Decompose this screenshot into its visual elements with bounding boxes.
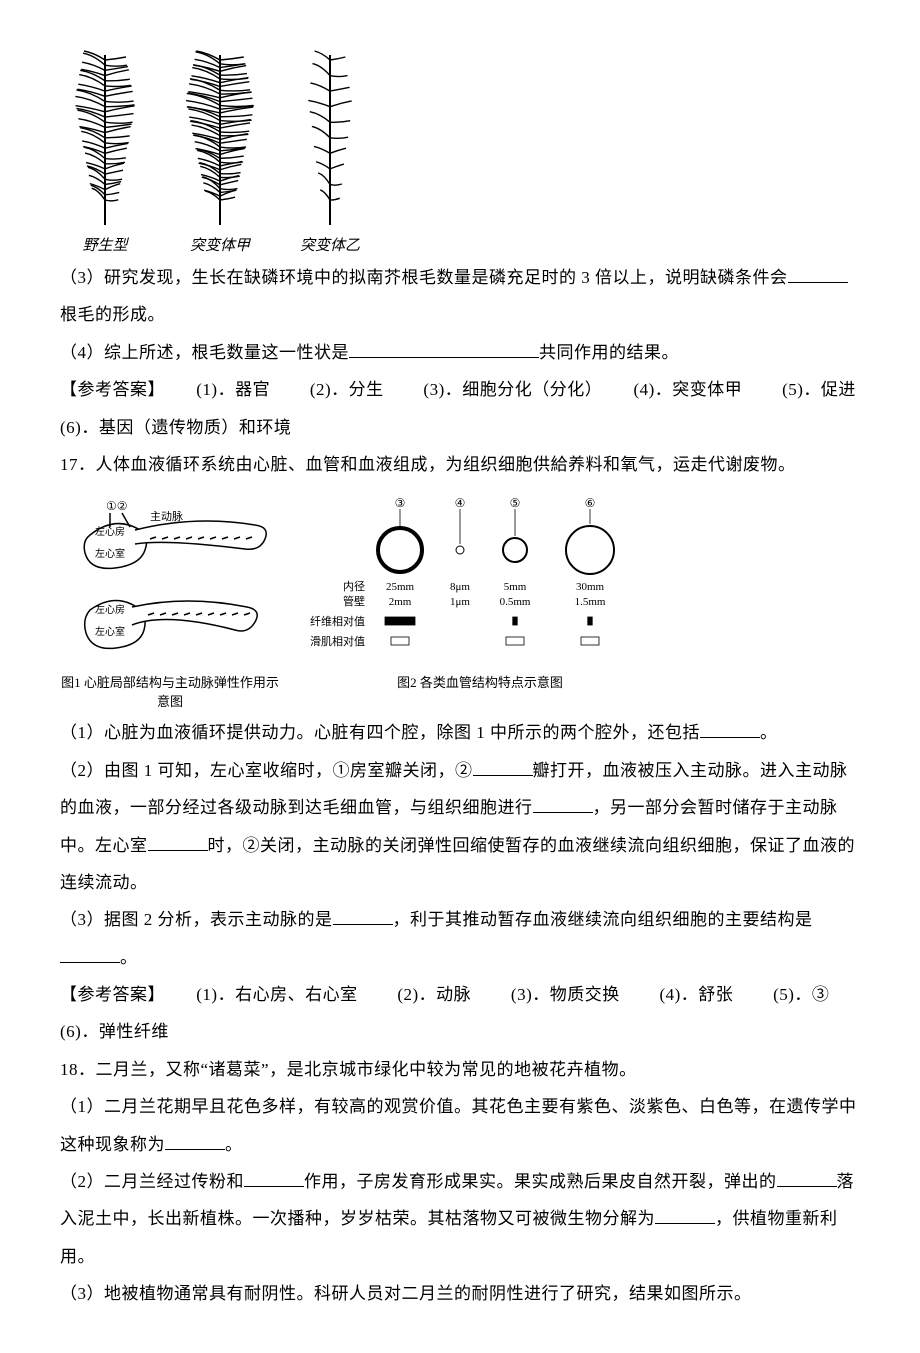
svg-text:③: ③ [395,496,406,510]
vessel-caption: 图2 各类血管结构特点示意图 [310,672,650,691]
q18-p3: （3）地被植物通常具有耐阴性。科研人员对二月兰的耐阴性进行了研究，结果如图所示。 [60,1275,860,1312]
svg-text:①②: ①② [106,499,128,513]
q17-p3b: ，利于其推动暂存血液继续流向组织细胞的主要结构是 [393,910,813,929]
svg-text:主动脉: 主动脉 [150,509,183,523]
svg-text:管壁: 管壁 [343,594,365,608]
heart-caption: 图1 心脏局部结构与主动脉弹性作用示意图 [60,672,280,710]
blank [165,1132,225,1150]
q17-p1b: 。 [760,723,778,742]
q18-p1: （1）二月兰花期早且花色多样，有较高的观赏价值。其花色主要有紫色、淡紫色、白色等… [60,1088,860,1163]
blank [655,1206,715,1224]
svg-text:1μm: 1μm [450,596,470,608]
q17-a4: (4)．舒张 [659,985,733,1004]
blank [777,1169,837,1187]
root-mutant-a: 突变体甲 [170,50,270,255]
q16-a6: (6)．基因（遗传物质）和环境 [60,418,291,437]
q17-p3c: 。 [120,948,138,967]
q17-p2: （2）由图 1 可知，左心室收缩时，①房室瓣关闭，②瓣打开，血液被压入主动脉。进… [60,752,860,902]
q17-p3: （3）据图 2 分析，表示主动脉的是 ，利于其推动暂存血液继续流向组织细胞的主要结… [60,901,860,976]
q17-a5: (5)．③ [773,985,829,1004]
root-mutant-a-label: 突变体甲 [170,234,270,255]
q16-a2: (2)．分生 [310,380,384,399]
svg-text:左心室: 左心室 [95,547,125,560]
svg-text:30mm: 30mm [576,581,605,593]
q18-title: 18．二月兰，又称“诸葛菜”，是北京城市绿化中较为常见的地被花卉植物。 [60,1051,860,1088]
q18-p2b: 作用，子房发育形成果实。果实成熟后果皮自然开裂，弹出的 [304,1172,777,1191]
vessel-svg: ③ ④ ⑤ ⑥ 内径管壁弹性纤维相对值平滑肌相对值 25mm 2mm 8μm 1μm 5mm 0.5… [310,495,650,665]
q17-p2a: （2）由图 1 可知，左心室收缩时，①房室瓣关闭，② [60,761,473,780]
q18-p2a: （2）二月兰经过传粉和 [60,1172,244,1191]
svg-text:⑥: ⑥ [585,496,596,510]
q17-a3: (3)．物质交换 [511,985,620,1004]
svg-text:平滑肌相对值: 平滑肌相对值 [310,634,365,648]
svg-text:左心房: 左心房 [95,525,125,538]
svg-text:25mm: 25mm [386,581,415,593]
root-mutant-b: 突变体乙 [290,50,370,255]
q16-p4b: 共同作用的结果。 [539,343,679,362]
q16-p3b: 根毛的形成。 [60,305,165,324]
heart-svg: ①②左心房左心室主动脉左心房左心室 [60,495,280,665]
root-wild-label: 野生型 [60,234,150,255]
q17-p1a: （1）心脏为血液循环提供动力。心脏有四个腔，除图 1 中所示的两个腔外，还包括 [60,723,700,742]
q16-answers: 【参考答案】 (1)．器官 (2)．分生 (3)．细胞分化（分化） (4)．突变… [60,371,860,446]
blank [333,907,393,925]
answer-label: 【参考答案】 [60,985,157,1004]
q16-a5: (5)．促进 [782,380,856,399]
answer-label: 【参考答案】 [60,380,157,399]
blank [148,833,208,851]
q16-p3a: （3）研究发现，生长在缺磷环境中的拟南芥根毛数量是磷充足时的 3 倍以上，说明缺… [60,268,788,287]
svg-text:8μm: 8μm [450,581,470,593]
q16-a4: (4)．突变体甲 [633,380,742,399]
q17-p1: （1）心脏为血液循环提供动力。心脏有四个腔，除图 1 中所示的两个腔外，还包括 。 [60,714,860,751]
q17-p3a: （3）据图 2 分析，表示主动脉的是 [60,910,333,929]
svg-text:左心室: 左心室 [95,625,125,638]
q18-p2: （2）二月兰经过传粉和作用，子房发育形成果实。果实成熟后果皮自然开裂，弹出的落入… [60,1163,860,1275]
svg-text:0.5mm: 0.5mm [500,596,531,608]
root-mutant-b-label: 突变体乙 [290,234,370,255]
q16-a3: (3)．细胞分化（分化） [423,380,593,399]
q17-a6: (6)．弹性纤维 [60,1022,169,1041]
root-mutant-a-svg [170,50,270,230]
svg-text:⑤: ⑤ [510,496,521,510]
svg-text:④: ④ [455,496,466,510]
blank [533,795,593,813]
svg-text:弹性纤维相对值: 弹性纤维相对值 [310,614,365,628]
blank [473,758,533,776]
q17-figures: ①②左心房左心室主动脉左心房左心室 图1 心脏局部结构与主动脉弹性作用示意图 ③… [60,495,860,710]
root-wild: 野生型 [60,50,150,255]
root-mutant-b-svg [290,50,370,230]
q16-p4a: （4）综上所述，根毛数量这一性状是 [60,343,349,362]
svg-text:2mm: 2mm [389,596,412,608]
svg-text:左心房: 左心房 [95,603,125,616]
blank [60,945,120,963]
blank [349,340,539,358]
blank [788,265,848,283]
vessel-figure: ③ ④ ⑤ ⑥ 内径管壁弹性纤维相对值平滑肌相对值 25mm 2mm 8μm 1μm 5mm 0.5… [310,495,650,691]
q16-p4: （4）综上所述，根毛数量这一性状是 共同作用的结果。 [60,334,860,371]
root-diagram-row: 野生型 突变体甲 突变体乙 [60,50,860,255]
svg-text:1.5mm: 1.5mm [575,596,606,608]
root-wild-svg [60,50,150,230]
q16-a1: (1)．器官 [196,380,270,399]
q17-answers: 【参考答案】 (1)．右心房、右心室 (2)．动脉 (3)．物质交换 (4)．舒… [60,976,860,1051]
q16-p3: （3）研究发现，生长在缺磷环境中的拟南芥根毛数量是磷充足时的 3 倍以上，说明缺… [60,259,860,334]
blank [700,720,760,738]
q18-p1b: 。 [225,1135,243,1154]
blank [244,1169,304,1187]
svg-text:5mm: 5mm [504,581,527,593]
q17-a1: (1)．右心房、右心室 [196,985,357,1004]
q17-a2: (2)．动脉 [397,985,471,1004]
svg-text:内径: 内径 [343,579,365,593]
q17-title: 17．人体血液循环系统由心脏、血管和血液组成，为组织细胞供給养料和氧气，运走代谢… [60,446,860,483]
heart-figure: ①②左心房左心室主动脉左心房左心室 图1 心脏局部结构与主动脉弹性作用示意图 [60,495,280,710]
